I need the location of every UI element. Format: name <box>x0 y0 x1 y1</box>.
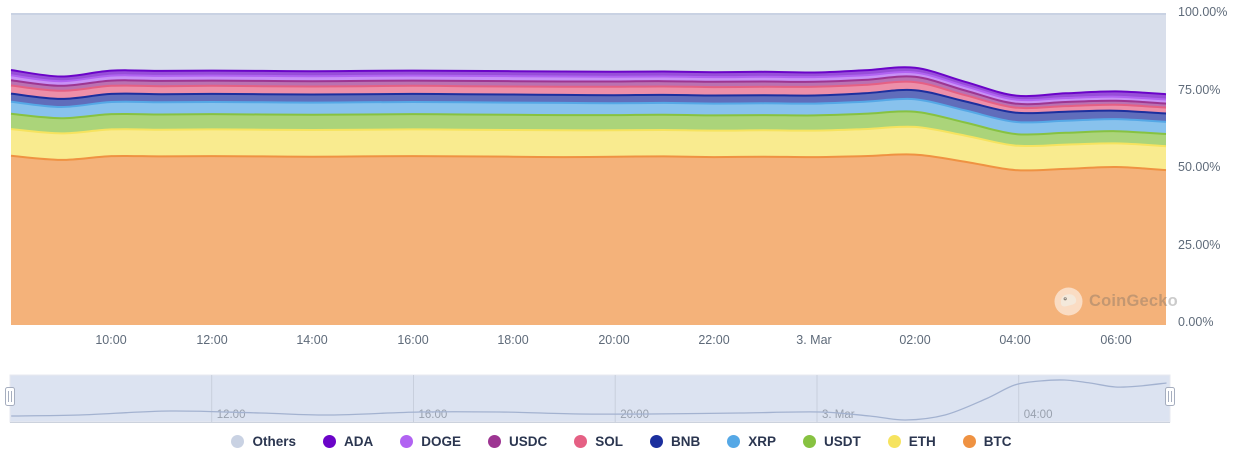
legend-label: DOGE <box>421 433 461 449</box>
legend-marker-icon <box>322 434 336 448</box>
area-band-usdt <box>11 111 1166 147</box>
legend-label: USDT <box>824 433 861 449</box>
area-band-bnb <box>11 89 1166 123</box>
x-axis-label: 04:00 <box>999 333 1031 347</box>
legend-item-sol[interactable]: SOL <box>574 433 624 449</box>
y-axis-label: 50.00% <box>1178 160 1221 175</box>
x-axis-label: 18:00 <box>497 333 529 347</box>
area-band-eth <box>11 126 1166 171</box>
legend-label: USDC <box>508 433 548 449</box>
legend-marker-icon <box>887 434 901 448</box>
legend-item-usdc[interactable]: USDC <box>487 433 548 449</box>
series-line-eth <box>10 125 1167 148</box>
legend-item-others[interactable]: Others <box>231 433 296 449</box>
coingecko-logo-icon <box>1054 287 1083 316</box>
legend-item-ada[interactable]: ADA <box>322 433 374 449</box>
area-band-others <box>11 14 1166 97</box>
legend-label: ETH <box>908 433 936 449</box>
x-axis-label: 12:00 <box>196 333 228 347</box>
navigator[interactable]: 12:00 16:00 20:00 3. Mar 04:00 <box>0 370 1243 428</box>
y-axis-label: 100.00% <box>1178 5 1228 19</box>
series-line-usdt <box>10 110 1167 136</box>
x-axis-label: 14:00 <box>296 333 328 347</box>
series-line-bnb <box>10 88 1167 115</box>
area-band-btc <box>11 154 1166 325</box>
legend-marker-icon <box>400 434 414 448</box>
legend-marker-icon <box>803 434 817 448</box>
navigator-axis-label: 12:00 <box>217 409 246 421</box>
x-axis-label: 20:00 <box>598 333 630 347</box>
legend-label: XRP <box>748 433 777 449</box>
series-line-btc <box>10 153 1167 172</box>
legend-item-eth[interactable]: ETH <box>887 433 936 449</box>
stacked-area-chart <box>10 13 1167 325</box>
navigator-axis-label: 20:00 <box>620 409 649 421</box>
area-band-doge <box>11 72 1166 105</box>
legend-label: SOL <box>595 433 624 449</box>
navigator-axis-label: 04:00 <box>1024 409 1053 421</box>
legend-marker-icon <box>574 434 588 448</box>
x-axis-label: 3. Mar <box>796 333 832 347</box>
legend-marker-icon <box>962 434 976 448</box>
area-band-sol <box>11 81 1166 114</box>
legend-label: Others <box>252 433 296 449</box>
legend-item-doge[interactable]: DOGE <box>400 433 461 449</box>
area-band-usdc <box>11 76 1166 109</box>
legend-marker-icon <box>487 434 501 448</box>
legend-marker-icon <box>231 434 245 448</box>
navigator-left-handle[interactable] <box>5 387 15 406</box>
series-line-usdc <box>10 75 1167 106</box>
legend-label: BNB <box>671 433 701 449</box>
navigator-axis-label: 3. Mar <box>822 409 855 421</box>
legend-item-bnb[interactable]: BNB <box>650 433 701 449</box>
navigator-series-line <box>11 379 1167 421</box>
x-axis-label: 06:00 <box>1100 333 1132 347</box>
chart-legend: Others ADA DOGE USDC SOL BNB XRP USDT ETH BTC <box>0 428 1243 454</box>
legend-marker-icon <box>650 434 664 448</box>
legend-label: BTC <box>983 433 1012 449</box>
navigator-selected-range[interactable] <box>9 374 1171 423</box>
y-axis-label: 75.00% <box>1178 82 1221 97</box>
x-axis-label: 02:00 <box>899 333 931 347</box>
navigator-axis-label: 16:00 <box>419 409 448 421</box>
coingecko-watermark: CoinGecko <box>1054 287 1178 316</box>
series-line-sol <box>10 80 1167 110</box>
series-line-doge <box>10 71 1167 102</box>
legend-item-usdt[interactable]: USDT <box>803 433 861 449</box>
area-band-xrp <box>11 98 1166 135</box>
x-axis-label: 10:00 <box>95 333 127 347</box>
x-axis-label: 22:00 <box>698 333 730 347</box>
y-axis-label: 25.00% <box>1178 237 1221 252</box>
legend-label: ADA <box>343 433 374 449</box>
legend-item-btc[interactable]: BTC <box>962 433 1012 449</box>
legend-marker-icon <box>727 434 741 448</box>
watermark-label: CoinGecko <box>1089 292 1178 310</box>
series-line-ada <box>10 66 1167 98</box>
navigator-right-handle[interactable] <box>1165 387 1175 406</box>
series-line-xrp <box>10 97 1167 124</box>
y-axis-label: 0.00% <box>1178 315 1214 330</box>
legend-item-xrp[interactable]: XRP <box>727 433 777 449</box>
x-axis-label: 16:00 <box>397 333 429 347</box>
